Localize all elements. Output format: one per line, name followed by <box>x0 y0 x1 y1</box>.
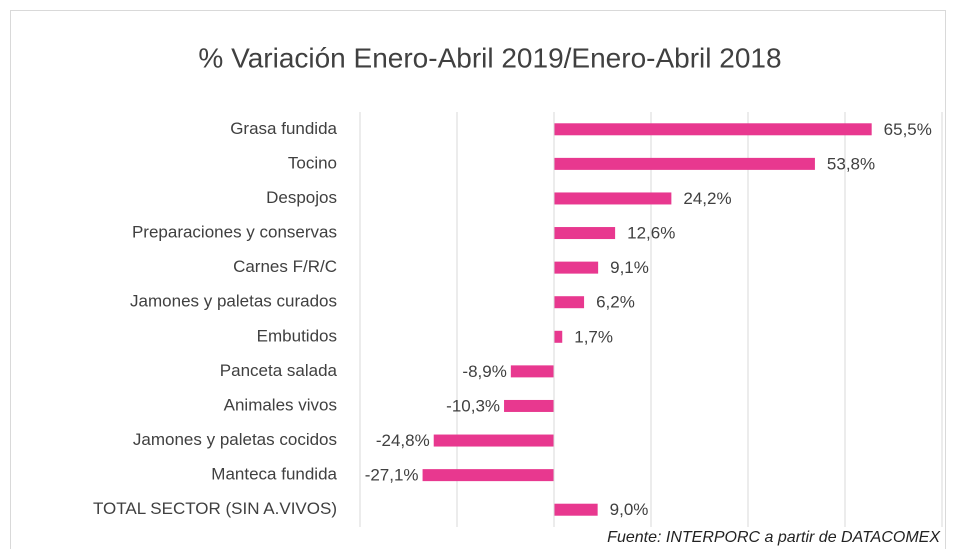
y-tick-label: Jamones y paletas curados <box>130 292 337 311</box>
bar <box>554 227 616 240</box>
bar <box>422 469 554 482</box>
bar <box>554 296 585 309</box>
data-label: 1,7% <box>574 327 613 346</box>
data-label: -10,3% <box>446 396 500 415</box>
y-tick-label: Jamones y paletas cocidos <box>133 430 337 449</box>
data-label: 12,6% <box>627 224 675 243</box>
y-tick-label: Carnes F/R/C <box>233 257 337 276</box>
y-tick-label: Manteca fundida <box>211 465 337 484</box>
y-tick-label: Tocino <box>288 153 337 172</box>
data-label: 9,1% <box>610 258 649 277</box>
bar <box>554 123 872 136</box>
bar <box>554 157 815 170</box>
chart-border <box>10 10 946 549</box>
y-tick-label: Panceta salada <box>220 361 338 380</box>
data-label: 65,5% <box>884 120 932 139</box>
data-label: 53,8% <box>827 154 875 173</box>
data-label: -24,8% <box>376 431 430 450</box>
data-label: 9,0% <box>610 500 649 519</box>
data-label: -27,1% <box>365 466 419 485</box>
bar <box>554 261 599 274</box>
bar <box>504 399 554 412</box>
bar <box>510 365 554 378</box>
bar <box>433 434 554 447</box>
y-tick-label: Embutidos <box>257 326 337 345</box>
y-tick-label: Animales vivos <box>224 395 337 414</box>
chart-title: % Variación Enero-Abril 2019/Enero-Abril… <box>198 42 781 73</box>
bar <box>554 330 563 343</box>
bar <box>554 503 598 516</box>
bar <box>554 192 672 205</box>
data-label: 24,2% <box>683 189 731 208</box>
y-tick-label: Preparaciones y conservas <box>132 223 337 242</box>
y-tick-label: Grasa fundida <box>230 119 337 138</box>
source: Fuente: INTERPORC a partir de DATACOMEX <box>607 529 941 546</box>
data-label: -8,9% <box>462 362 506 381</box>
data-label: 6,2% <box>596 293 635 312</box>
y-tick-label: TOTAL SECTOR (SIN A.VIVOS) <box>93 499 337 518</box>
y-tick-label: Despojos <box>266 188 337 207</box>
